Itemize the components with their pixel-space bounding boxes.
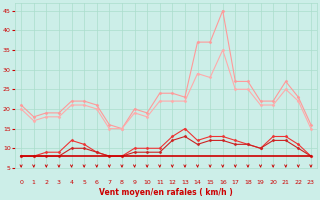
X-axis label: Vent moyen/en rafales ( km/h ): Vent moyen/en rafales ( km/h ) <box>99 188 233 197</box>
